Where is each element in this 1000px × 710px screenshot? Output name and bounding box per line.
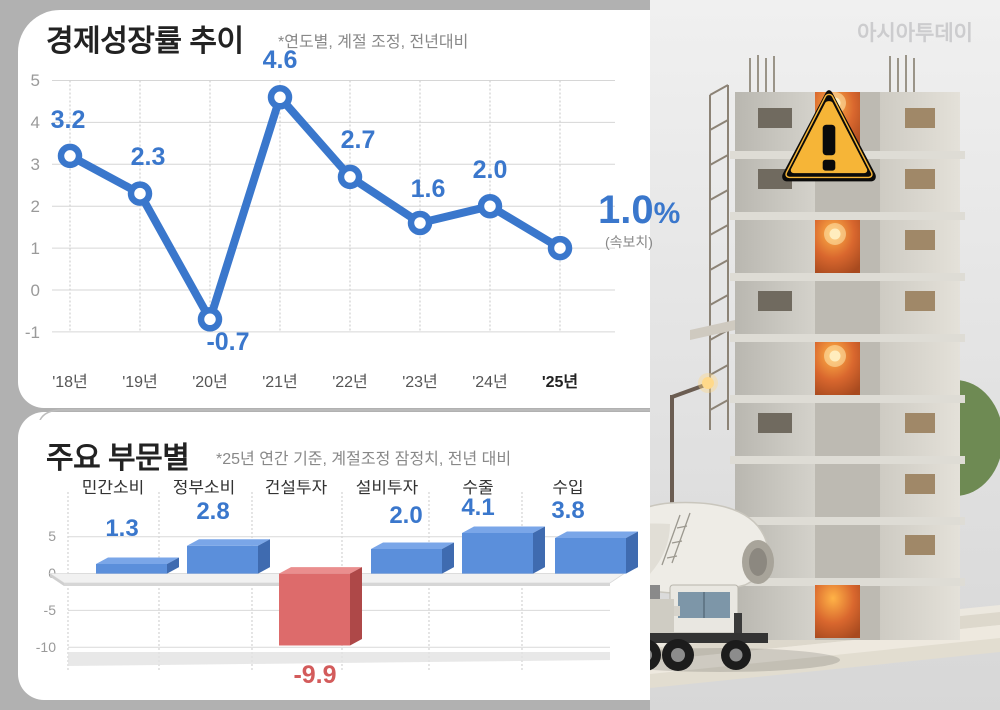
svg-text:'24년: '24년 (472, 373, 508, 391)
svg-text:2: 2 (31, 197, 40, 216)
svg-text:4.6: 4.6 (263, 46, 298, 74)
svg-text:'19년: '19년 (122, 373, 158, 391)
svg-text:0: 0 (31, 281, 40, 300)
svg-text:5: 5 (48, 528, 56, 544)
svg-text:1: 1 (31, 239, 40, 258)
svg-text:'18년: '18년 (52, 373, 88, 391)
svg-text:'20년: '20년 (192, 373, 228, 391)
svg-text:1.6: 1.6 (411, 175, 446, 203)
svg-text:건설투자: 건설투자 (265, 480, 328, 497)
svg-text:아시아투데이: 아시아투데이 (857, 22, 973, 45)
svg-text:3.2: 3.2 (51, 106, 86, 134)
svg-text:'22년: '22년 (332, 373, 368, 391)
svg-text:4: 4 (31, 113, 40, 132)
svg-text:2.0: 2.0 (389, 502, 422, 529)
svg-text:민간소비: 민간소비 (82, 480, 145, 497)
svg-text:정부소비: 정부소비 (173, 480, 236, 497)
svg-text:-1: -1 (25, 323, 40, 342)
svg-text:'23년: '23년 (402, 373, 438, 391)
svg-text:-5: -5 (44, 602, 57, 618)
svg-text:'21년: '21년 (262, 373, 298, 391)
svg-text:3: 3 (31, 155, 40, 174)
svg-text:-9.9: -9.9 (293, 661, 336, 689)
svg-text:2.3: 2.3 (131, 143, 166, 171)
svg-text:-10: -10 (36, 639, 56, 655)
svg-text:3.8: 3.8 (551, 497, 584, 524)
svg-text:2.7: 2.7 (341, 126, 376, 154)
svg-text:5: 5 (31, 71, 40, 90)
svg-text:-0.7: -0.7 (206, 328, 249, 356)
svg-text:4.1: 4.1 (461, 494, 494, 521)
svg-text:설비투자: 설비투자 (356, 480, 419, 497)
svg-text:'25년: '25년 (542, 372, 578, 391)
svg-text:2.0: 2.0 (473, 156, 508, 184)
svg-text:수입: 수입 (552, 480, 583, 497)
svg-text:2.8: 2.8 (196, 498, 229, 525)
svg-text:1.3: 1.3 (105, 515, 138, 542)
